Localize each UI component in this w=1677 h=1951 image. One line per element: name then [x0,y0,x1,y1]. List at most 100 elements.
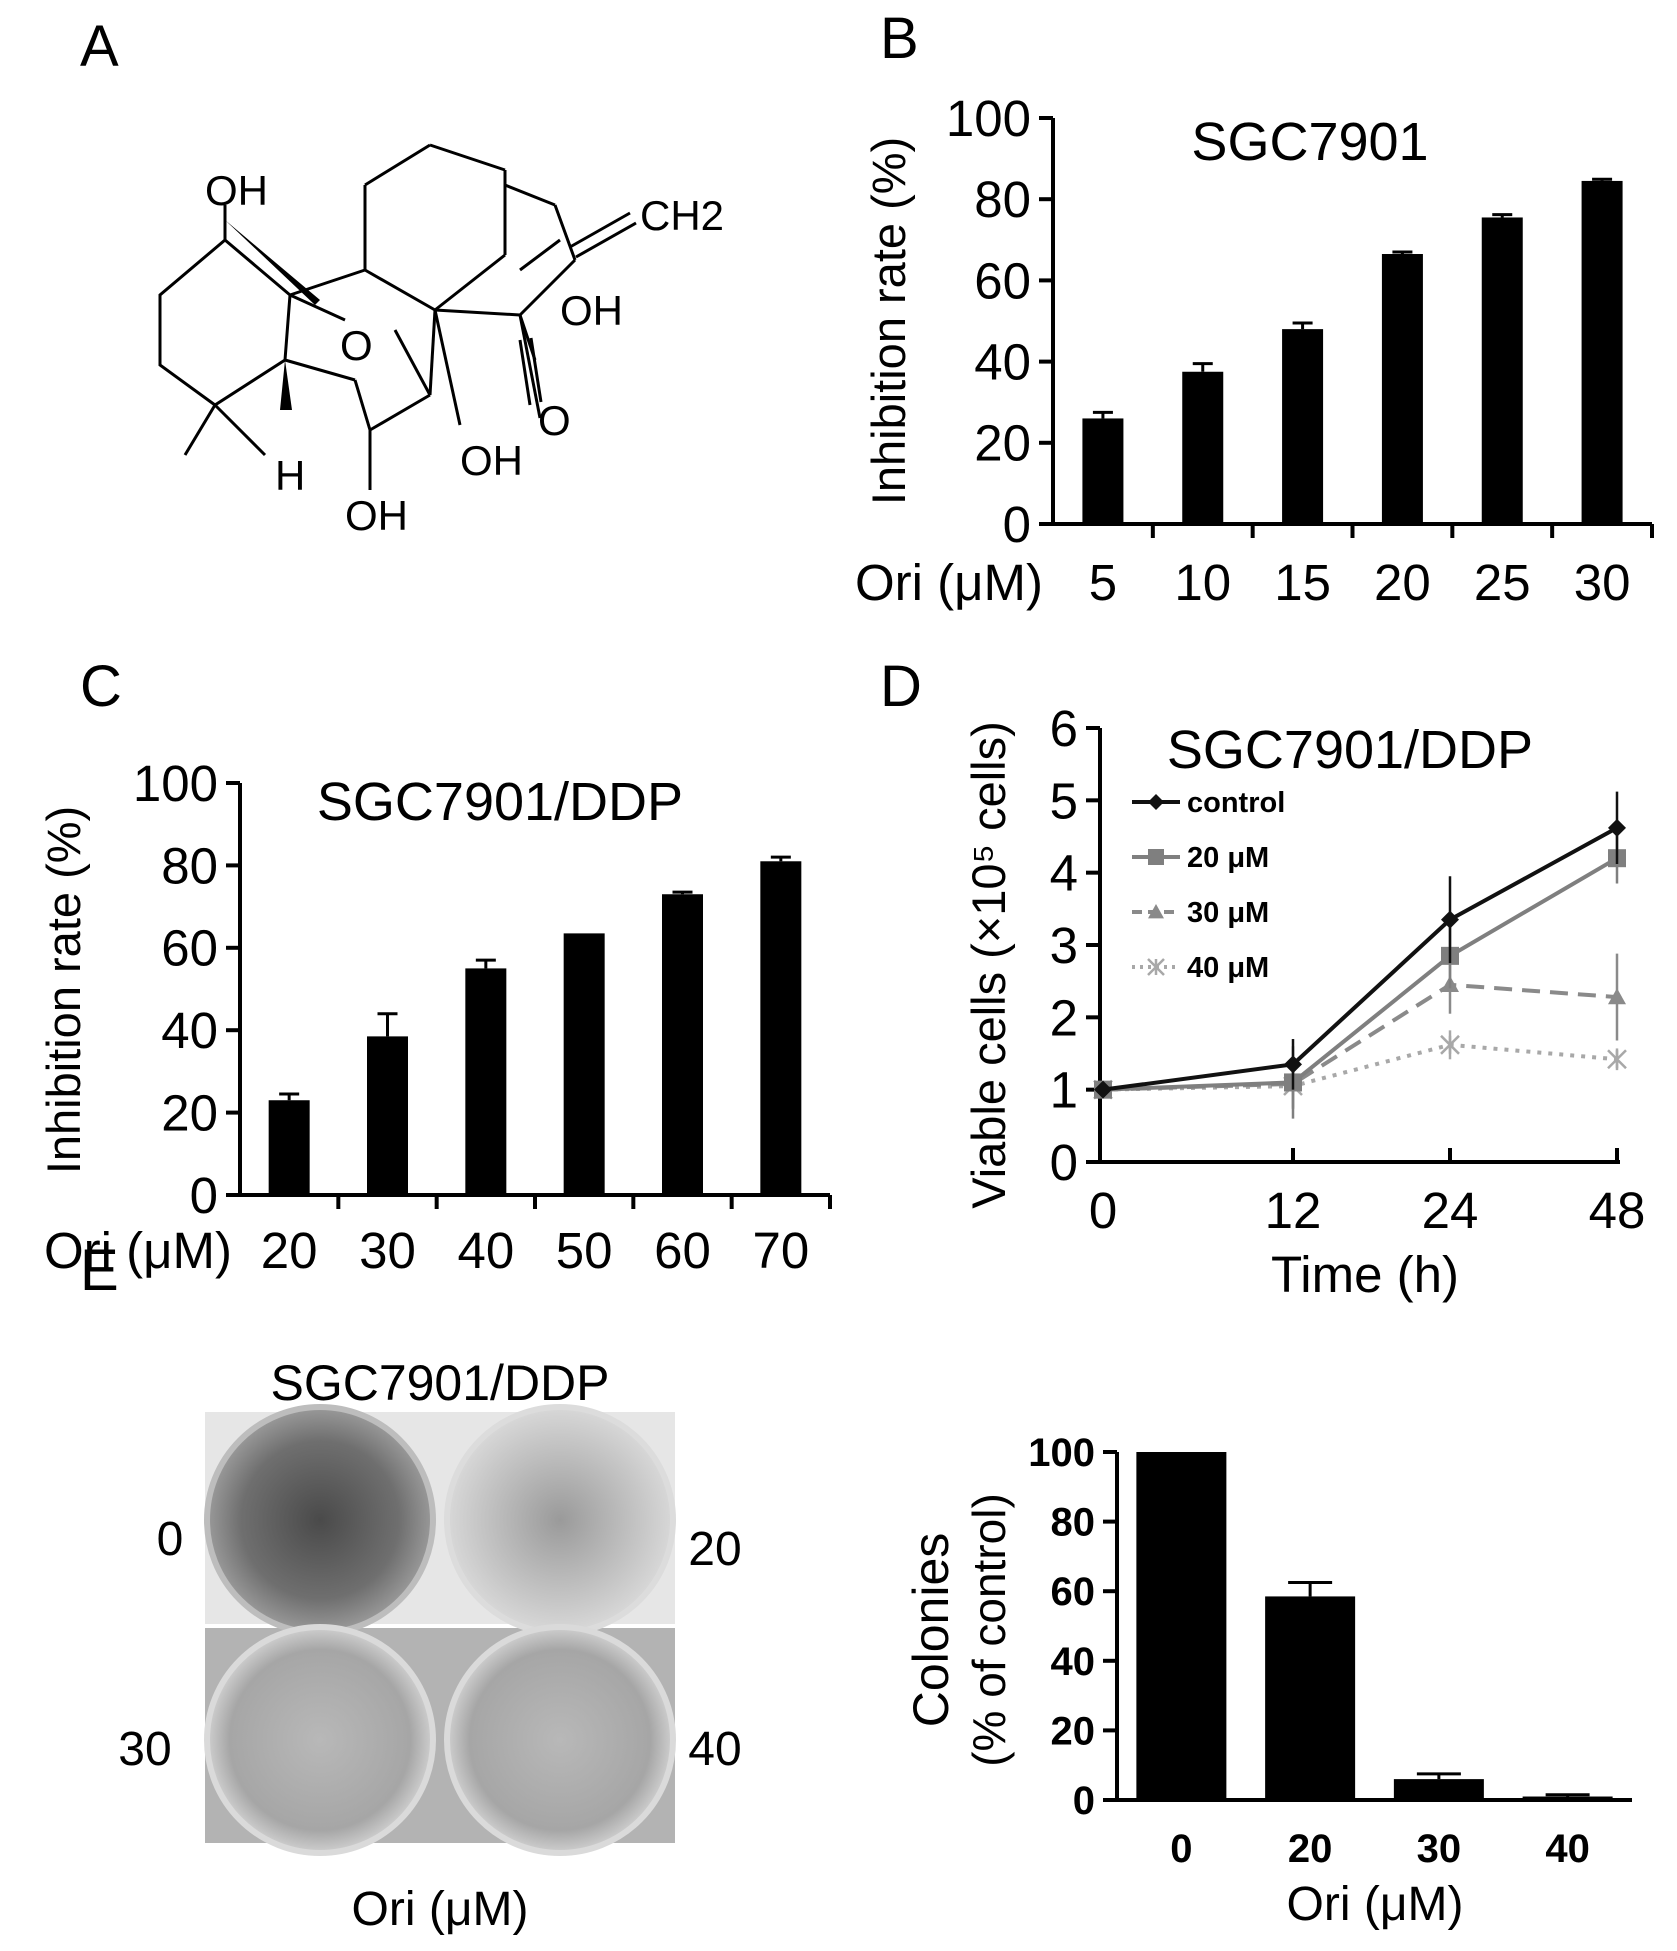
y-tick-label: 0 [1050,1134,1078,1191]
chemical-structure [158,143,637,490]
structure-label: OH [460,437,523,484]
structure-label: O [340,322,373,369]
panel-label-c: C [80,654,122,719]
structure-label: OH [560,287,623,334]
bar [1082,418,1124,524]
bar [268,1100,310,1195]
x-tick-label: 15 [1274,554,1331,611]
y-tick-label: 0 [190,1167,218,1224]
bar [662,894,703,1195]
plate-xlabel: Ori (μM) [352,1883,529,1936]
y-tick-label: 80 [161,837,218,894]
x-tick-label: 20 [261,1222,318,1279]
y-tick-label: 5 [1050,772,1078,829]
bar [563,933,605,1195]
bar [760,861,802,1195]
legend-label: 40 μM [1187,952,1269,984]
y-tick-label: 40 [974,333,1031,390]
y-tick-label: 20 [161,1084,218,1141]
x-tick-label: 60 [654,1222,711,1279]
panel-label-a: A [80,14,119,79]
bar [1182,371,1224,524]
colony-plate-photo: SGC7901/DDP 0 20 30 40 Ori (μM) [118,1355,741,1936]
x-tick-label: 48 [1589,1182,1646,1239]
x-tick-label: 10 [1174,554,1231,611]
data-point [1608,818,1626,837]
legend-label: 20 μM [1187,842,1269,874]
x-tick-label: 40 [1545,1827,1590,1871]
chart-c-inhibition-sgc7901-ddp: 0 20 40 60 80 100 20 30 40 50 60 70 SGC7901/DDP Inhib… [37,755,832,1279]
chart-title: SGC7901/DDP [1167,720,1533,780]
y-tick-label: 3 [1050,917,1078,974]
structure-label: OH [345,492,408,539]
y-tick-label: 6 [1050,700,1078,757]
x-tick-label: 24 [1422,1182,1479,1239]
structure-label: O [538,397,571,444]
y-tick-label: 80 [974,171,1031,228]
series-line [1102,1042,1618,1092]
x-axis-title: Ori (μM) [44,1222,232,1279]
series-line [1102,856,1619,1092]
legend-label: 30 μM [1187,897,1269,929]
bar [1265,1596,1356,1800]
data-point [1148,794,1164,810]
plate-well-label: 0 [157,1513,184,1566]
panel-label-b: B [880,6,919,71]
y-tick-label: 80 [1051,1501,1096,1545]
y-tick-label: 20 [974,415,1031,472]
plate-title: SGC7901/DDP [270,1355,609,1411]
bar [1522,1796,1613,1800]
structure-label: H [275,452,305,499]
y-tick-label: 100 [1028,1431,1095,1475]
x-tick-label: 12 [1265,1182,1322,1239]
x-tick-label: 20 [1288,1827,1333,1871]
y-tick-label: 0 [1003,496,1031,553]
y-tick-label: 0 [1073,1779,1095,1823]
x-tick-label: 40 [457,1222,514,1279]
x-tick-label: 50 [556,1222,613,1279]
x-tick-label: 0 [1170,1827,1192,1871]
x-tick-label: 30 [1574,554,1631,611]
y-axis-title: (% of control) [963,1493,1015,1767]
x-axis-title: Time (h) [1271,1246,1459,1303]
data-point [1148,849,1164,865]
data-point [1148,904,1164,919]
series-line [1102,826,1618,1092]
structure-label: OH [205,167,268,214]
x-tick-label: 70 [752,1222,809,1279]
chart-e-colonies: 0 20 40 60 80 100 0 20 30 40 Colonies (% of control… [903,1431,1632,1931]
chart-title: SGC7901/DDP [317,772,683,832]
chemical-labels: OH CH2 OH O O H OH OH [205,167,724,539]
y-axis-title: Colonies [903,1533,959,1728]
y-tick-label: 40 [161,1002,218,1059]
x-axis-title: Ori (μM) [855,554,1043,611]
data-point [1094,1080,1112,1099]
y-axis-title: Viable cells (×10⁵ cells) [962,721,1015,1209]
y-tick-label: 20 [1051,1709,1096,1753]
structure-label: CH2 [640,192,724,239]
data-point [1440,1034,1460,1055]
y-tick-label: 60 [974,252,1031,309]
legend-label: control [1187,787,1285,819]
chart-b-inhibition-sgc7901: 0 20 40 60 80 100 5 10 15 20 25 30 SGC7901 Inhibition… [855,90,1654,611]
y-tick-label: 60 [1051,1570,1096,1614]
y-axis-title: Inhibition rate (%) [37,806,90,1174]
x-axis-title: Ori (μM) [1287,1878,1464,1931]
y-tick-label: 2 [1050,989,1078,1046]
series-control [1094,791,1626,1099]
x-tick-label: 30 [359,1222,416,1279]
x-tick-label: 25 [1474,554,1531,611]
series-20 μM [1094,832,1626,1119]
bar [1136,1452,1227,1800]
y-tick-label: 100 [946,90,1031,147]
panel-label-d: D [880,654,922,719]
y-axis-title: Inhibition rate (%) [862,137,915,505]
panel-label-e: E [80,1238,119,1303]
data-point [1608,988,1626,1005]
x-tick-label: 5 [1089,554,1117,611]
y-tick-label: 100 [133,755,218,812]
bar [1393,1779,1484,1800]
x-tick-label: 30 [1417,1827,1462,1871]
plate-well-label: 40 [688,1723,741,1776]
